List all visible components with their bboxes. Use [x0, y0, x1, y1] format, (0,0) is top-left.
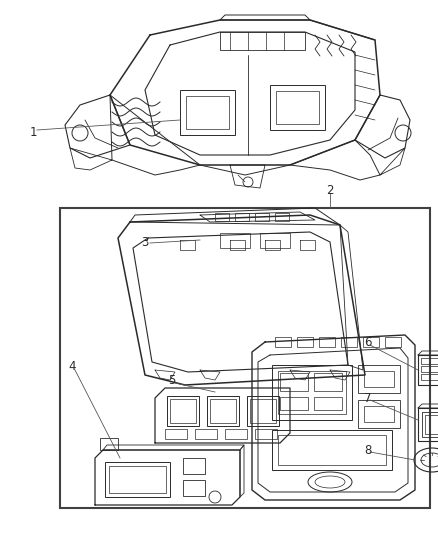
Text: 8: 8: [364, 443, 372, 456]
Bar: [210, 399, 236, 423]
Bar: [276, 91, 319, 124]
Bar: [170, 399, 196, 423]
Bar: [319, 337, 335, 347]
Bar: [364, 371, 394, 387]
Bar: [207, 396, 239, 426]
Bar: [297, 337, 313, 347]
Bar: [422, 412, 438, 437]
Bar: [314, 397, 342, 410]
Bar: [250, 399, 276, 423]
Bar: [421, 374, 438, 380]
Bar: [247, 396, 279, 426]
Bar: [358, 365, 400, 393]
Bar: [358, 400, 400, 428]
Bar: [183, 480, 205, 496]
Text: 7: 7: [364, 392, 372, 405]
Bar: [275, 213, 289, 221]
Bar: [272, 365, 352, 420]
Text: 4: 4: [68, 360, 76, 374]
Bar: [60, 208, 430, 508]
Bar: [235, 213, 249, 221]
Bar: [363, 337, 379, 347]
Bar: [278, 435, 386, 465]
Bar: [220, 233, 250, 248]
Bar: [385, 337, 401, 347]
Bar: [109, 466, 166, 493]
Bar: [215, 213, 229, 221]
Bar: [195, 429, 217, 439]
Bar: [255, 429, 277, 439]
Bar: [100, 438, 118, 450]
Bar: [341, 337, 357, 347]
Text: 2: 2: [326, 183, 334, 197]
Bar: [280, 373, 308, 391]
Text: 3: 3: [141, 237, 148, 249]
Bar: [255, 213, 269, 221]
Bar: [260, 233, 290, 248]
Bar: [186, 96, 229, 129]
Bar: [425, 415, 438, 434]
Bar: [180, 90, 235, 135]
Bar: [278, 371, 346, 414]
Bar: [272, 430, 392, 470]
Text: 6: 6: [364, 336, 372, 350]
Text: 1: 1: [29, 125, 37, 139]
Bar: [225, 429, 247, 439]
Bar: [421, 366, 438, 372]
Text: 5: 5: [168, 374, 176, 386]
Bar: [167, 396, 199, 426]
Bar: [105, 462, 170, 497]
Bar: [314, 373, 342, 391]
Bar: [165, 429, 187, 439]
Bar: [421, 358, 438, 364]
Bar: [364, 406, 394, 422]
Bar: [280, 397, 308, 410]
Bar: [275, 337, 291, 347]
Bar: [183, 458, 205, 474]
Bar: [270, 85, 325, 130]
